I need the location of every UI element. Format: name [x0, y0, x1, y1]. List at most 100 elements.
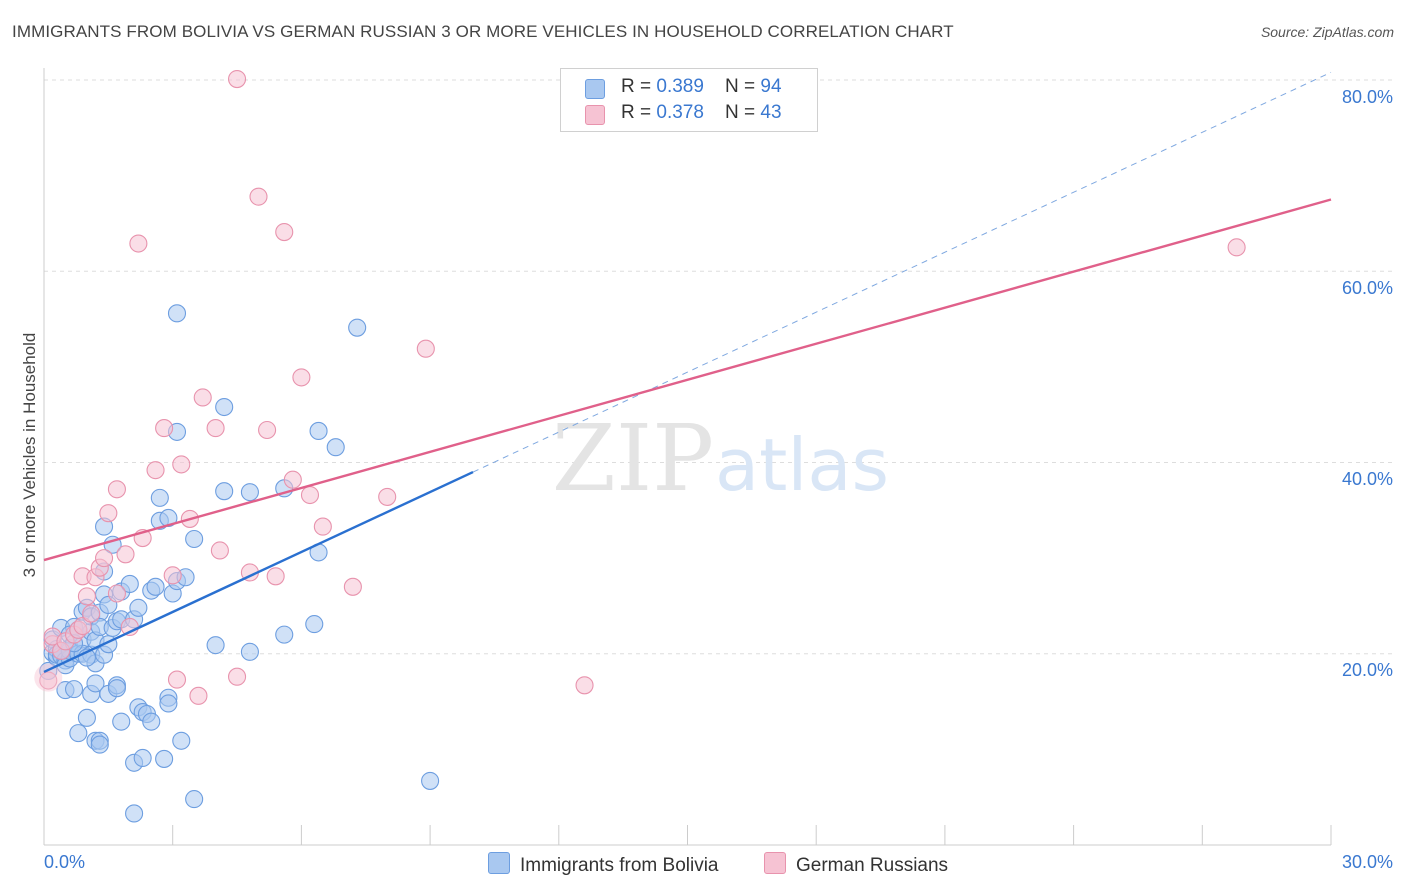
bolivia-point: [275, 625, 294, 644]
german-russians-point: [300, 485, 320, 505]
x-tick-0: 0.0%: [44, 852, 86, 872]
legend-n-label: N =: [725, 76, 761, 97]
series-german-russians-points: [34, 69, 1246, 705]
german-russians-point: [266, 567, 285, 586]
legend-n-value: 94: [760, 76, 782, 97]
bolivia-point: [167, 304, 187, 323]
bottom-swatch-pink: [764, 852, 786, 874]
legend-r-label: R =: [621, 76, 657, 97]
bolivia-point: [90, 735, 109, 754]
bolivia-point: [107, 679, 126, 698]
german-russians-point: [206, 419, 225, 438]
german-russians-point: [283, 470, 302, 489]
legend-n-value: 43: [760, 102, 782, 123]
german-russians-point: [163, 566, 182, 585]
y-tick-80: 80.0%: [1341, 87, 1393, 107]
bolivia-point: [240, 483, 259, 502]
bolivia-point: [421, 771, 440, 790]
german-russians-point: [193, 388, 212, 407]
german-russians-point: [343, 577, 362, 596]
bolivia-point: [309, 421, 328, 440]
bolivia-point: [86, 674, 105, 693]
german-russians-point: [275, 222, 294, 242]
german-russians-point: [146, 461, 165, 480]
legend-r-value: 0.389: [656, 76, 704, 97]
bolivia-point: [326, 438, 345, 457]
x-tick-30: 30.0%: [1341, 852, 1393, 872]
german-russians-point: [172, 455, 191, 474]
bottom-legend-german-russians: German Russians: [764, 852, 948, 877]
german-russians-point: [228, 69, 247, 89]
legend-swatch-pink: [585, 105, 605, 125]
german-russians-point: [73, 616, 92, 636]
bolivia-point: [133, 748, 152, 768]
german-russians-point: [575, 676, 594, 695]
bolivia-point: [125, 804, 144, 823]
german-russians-point: [129, 234, 148, 253]
german-russians-point: [189, 686, 208, 705]
bolivia-point: [305, 615, 324, 634]
y-tick-20: 20.0%: [1341, 660, 1393, 680]
bolivia-trend-line: [43, 470, 474, 674]
legend-r-value: 0.378: [656, 102, 704, 123]
bolivia-point: [150, 488, 169, 507]
bolivia-point: [120, 574, 139, 593]
bottom-legend-bolivia: Immigrants from Bolivia: [488, 852, 719, 877]
trend-lines: [43, 71, 1332, 674]
german-russians-point: [82, 604, 101, 623]
legend-r-label: R =: [621, 102, 657, 123]
german-russians-point: [107, 584, 126, 603]
bolivia-point: [215, 397, 234, 417]
legend-text-bolivia: R = 0.389 N = 94: [621, 76, 782, 98]
watermark-atlas: atlas: [715, 423, 889, 507]
bolivia-point: [159, 694, 178, 713]
bottom-legend-label-german-russians: German Russians: [796, 855, 949, 876]
bolivia-point: [185, 790, 204, 809]
bolivia-trend-extension: [472, 71, 1332, 473]
german-russians-point: [39, 671, 58, 690]
bolivia-point: [64, 680, 84, 699]
watermark-zip: ZIP: [552, 405, 714, 512]
bolivia-point: [69, 724, 88, 743]
german-russians-point: [155, 419, 174, 438]
german-russians-point: [292, 368, 311, 387]
y-axis-label: 3 or more Vehicles in Household: [20, 332, 39, 578]
bolivia-point: [215, 482, 234, 501]
german-russians-point: [258, 420, 277, 440]
bolivia-point: [206, 636, 225, 655]
bolivia-point: [146, 577, 165, 596]
german-russians-point: [416, 339, 435, 358]
german-russians-point: [313, 517, 332, 536]
bottom-swatch-blue: [488, 852, 510, 874]
bottom-legend-label-bolivia: Immigrants from Bolivia: [520, 855, 719, 876]
german-russians-point: [34, 663, 63, 692]
bolivia-point: [142, 712, 161, 731]
legend-text-german-russians: R = 0.378 N = 43: [621, 102, 782, 124]
y-tick-60: 60.0%: [1341, 278, 1393, 298]
bolivia-point: [348, 318, 367, 337]
legend-swatch-blue: [585, 79, 605, 99]
bolivia-point: [112, 712, 131, 731]
german-russians-point: [249, 187, 268, 206]
bolivia-point: [77, 708, 96, 727]
german-russians-point: [1227, 238, 1246, 257]
axes: [43, 68, 1332, 846]
german-russians-point: [77, 587, 96, 606]
bolivia-point: [172, 731, 191, 750]
german-russians-point: [116, 545, 135, 564]
german-russians-point: [95, 549, 114, 568]
bolivia-point: [240, 642, 259, 661]
bolivia-point: [155, 749, 174, 768]
y-tick-40: 40.0%: [1341, 469, 1393, 489]
chart-title: IMMIGRANTS FROM BOLIVIA VS GERMAN RUSSIA…: [12, 22, 954, 41]
german-russians-point: [99, 504, 118, 523]
bolivia-point: [129, 598, 148, 617]
german-russians-trend-line: [43, 198, 1332, 562]
german-russians-point: [167, 670, 187, 689]
german-russians-point: [378, 487, 397, 506]
german-russians-point: [228, 667, 247, 686]
correlation-legend: R = 0.389 N = 94 R = 0.378 N = 43: [560, 68, 818, 132]
series-bolivia-points: [39, 304, 440, 823]
bolivia-point: [159, 508, 178, 528]
